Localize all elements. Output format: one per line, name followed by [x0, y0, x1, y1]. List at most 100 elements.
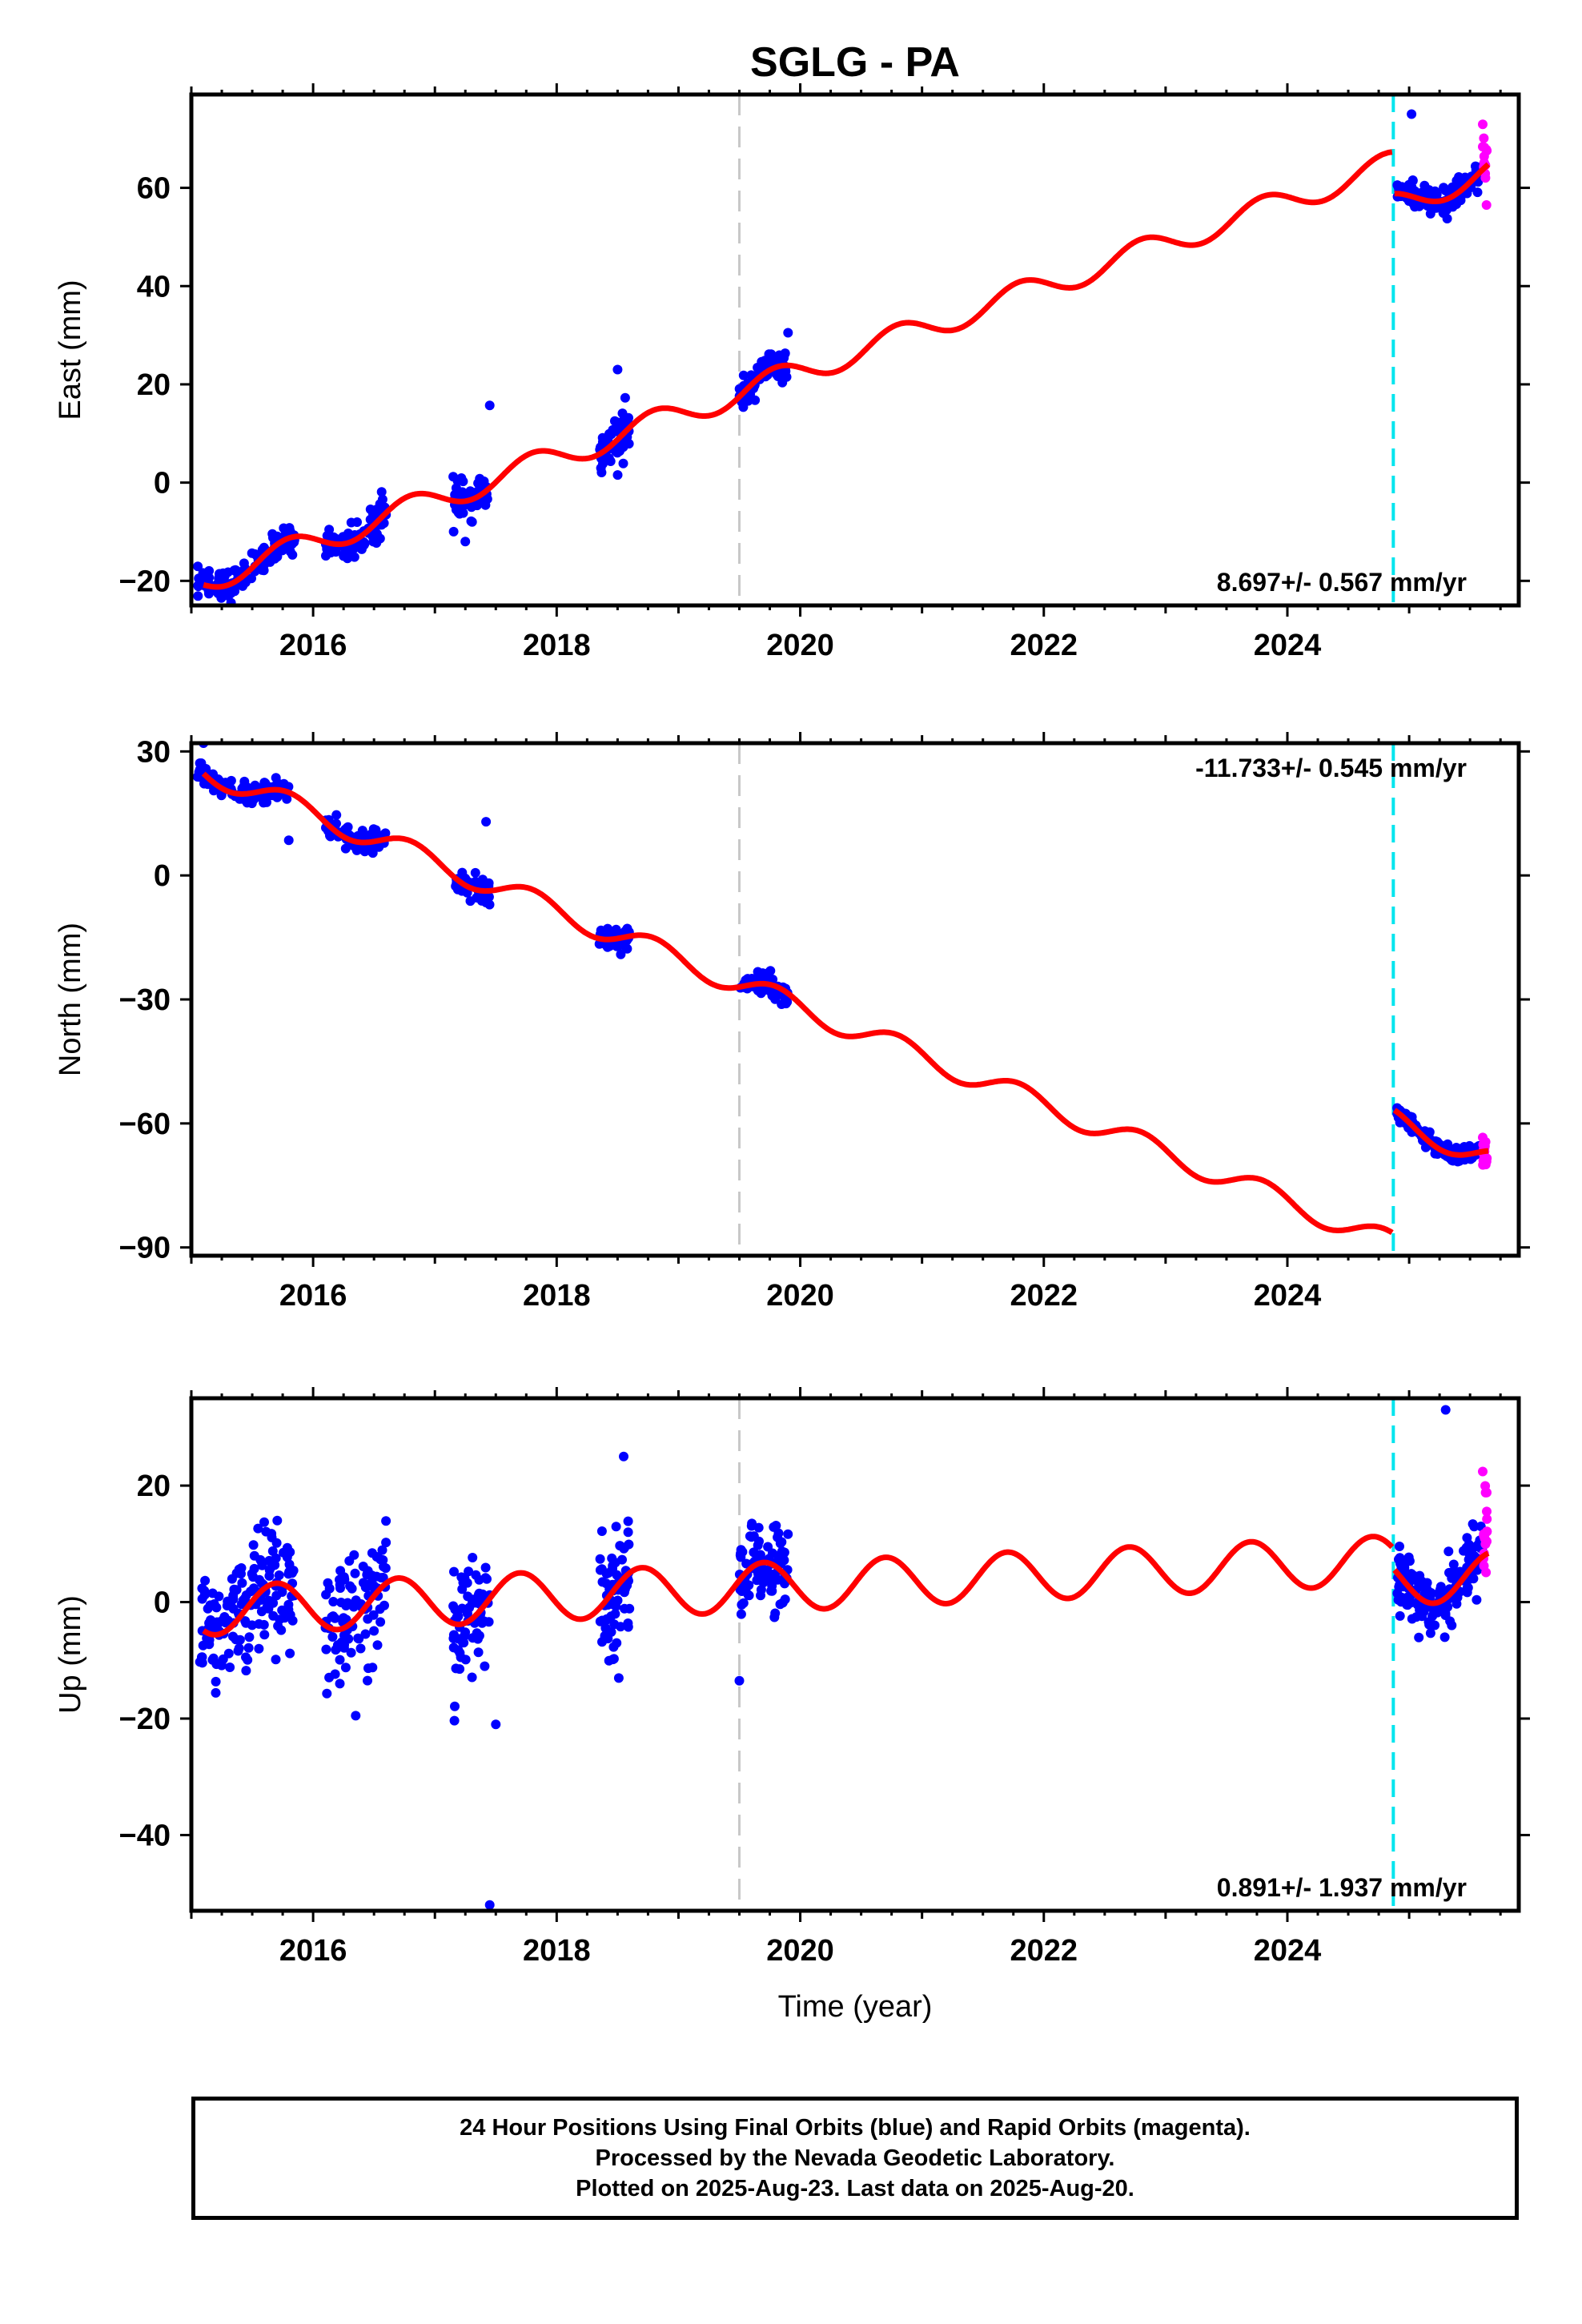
data-point-blue: [375, 1604, 385, 1614]
data-point-outlier: [484, 400, 495, 411]
data-point-magenta: [1478, 1156, 1488, 1166]
data-point-blue: [1442, 214, 1452, 223]
data-point-blue: [757, 968, 768, 979]
data-point-blue: [467, 517, 477, 527]
data-point-blue: [1395, 1558, 1405, 1569]
y-tick-label: −20: [119, 1703, 171, 1736]
data-point-blue: [331, 810, 342, 820]
data-point-blue: [777, 1546, 787, 1557]
data-point-blue: [348, 1602, 359, 1612]
data-point-blue: [352, 517, 362, 527]
y-tick-label: −40: [119, 1819, 171, 1852]
data-point-blue: [610, 1609, 620, 1619]
data-point-blue: [1452, 199, 1462, 209]
data-point-blue: [259, 1517, 269, 1527]
y-tick-label: 60: [137, 172, 171, 206]
data-point-blue: [619, 412, 629, 423]
data-point-blue: [342, 532, 352, 542]
data-point-outlier: [484, 1900, 495, 1910]
data-point-blue: [357, 826, 367, 836]
data-point-blue: [619, 1587, 629, 1598]
data-point-blue: [753, 1522, 764, 1533]
x-axis-label: Time (year): [778, 1990, 933, 2024]
data-point-blue: [339, 1635, 350, 1646]
data-point-blue: [1452, 1156, 1463, 1167]
data-point-blue: [199, 1590, 210, 1600]
y-tick-label: 0: [154, 467, 171, 501]
data-point-blue: [623, 1516, 633, 1526]
data-point-blue: [253, 1523, 263, 1534]
data-point-blue: [775, 356, 785, 366]
data-point-blue: [743, 1580, 753, 1590]
data-point-blue: [276, 1625, 287, 1635]
data-point-blue: [611, 1522, 621, 1532]
y-tick-label: 40: [137, 270, 171, 304]
data-point-blue: [611, 1601, 621, 1611]
data-point-blue: [369, 1626, 379, 1636]
data-point-blue: [340, 824, 351, 834]
y-tick-label: −90: [119, 1232, 171, 1265]
data-point-blue: [455, 1664, 465, 1675]
y-tick-label: −20: [119, 565, 171, 598]
model-fit-line-0: [202, 1534, 1395, 1638]
data-point-blue: [600, 1623, 611, 1633]
data-point-blue: [448, 472, 459, 482]
data-point-blue: [468, 1553, 478, 1562]
data-point-blue: [1468, 1519, 1478, 1530]
data-point-blue: [226, 588, 236, 598]
data-point-blue: [608, 424, 618, 435]
data-point-blue: [612, 1638, 622, 1648]
data-point-blue: [612, 470, 623, 480]
data-point-blue: [259, 1619, 269, 1630]
data-point-blue: [375, 1617, 386, 1627]
model-fit-line-1: [1392, 162, 1491, 204]
data-point-blue: [616, 949, 626, 959]
data-point-blue: [240, 1593, 250, 1603]
data-point-blue: [601, 1614, 612, 1624]
data-point-blue: [480, 1616, 490, 1626]
data-point-blue: [254, 1643, 264, 1654]
data-point-blue: [239, 782, 249, 792]
data-point-blue: [766, 1586, 777, 1596]
data-point-blue: [467, 1672, 477, 1683]
data-point-blue: [262, 797, 271, 807]
data-point-magenta: [1478, 119, 1488, 130]
data-point-blue: [223, 1648, 234, 1659]
data-point-blue: [355, 539, 366, 549]
data-point-blue: [271, 1655, 281, 1665]
data-point-blue: [1395, 1542, 1404, 1551]
data-point-blue: [763, 1542, 773, 1552]
data-point-blue: [322, 1688, 332, 1699]
data-point-blue: [1422, 1578, 1432, 1588]
data-point-blue: [360, 1629, 371, 1639]
data-point-outlier: [351, 1711, 361, 1721]
data-point-outlier: [460, 537, 471, 547]
data-point-blue: [363, 1675, 372, 1686]
panel-east: 2016 2018 2020 2022 2024 −20 0 20 40 60 East (mm) 8…: [54, 83, 1530, 662]
data-point-blue: [241, 1618, 251, 1628]
x-tick-label: 2020: [766, 1934, 834, 1968]
data-point-blue: [450, 1701, 460, 1711]
x-tick-label: 2022: [1010, 1279, 1078, 1313]
panel-up: 2016 2018 2020 2022 2024 −40 −20 0 20 Up (mm) 0.89…: [54, 1387, 1530, 1968]
data-point-blue: [609, 416, 620, 426]
x-tick-label: 2016: [279, 1279, 347, 1313]
data-point-blue: [605, 456, 616, 466]
data-point-blue: [735, 1585, 745, 1595]
data-point-blue: [271, 1553, 281, 1563]
data-point-blue: [460, 1655, 471, 1665]
data-point-blue: [1472, 187, 1483, 198]
data-point-blue: [335, 1574, 344, 1585]
data-point-blue: [480, 1562, 491, 1573]
data-point-blue: [450, 489, 460, 500]
data-point-blue: [346, 1647, 356, 1658]
x-tick-label: 2020: [766, 629, 834, 662]
data-point-blue: [448, 1630, 459, 1640]
data-point-blue: [464, 1602, 475, 1613]
data-point-blue: [457, 1603, 468, 1614]
data-point-blue: [221, 1618, 231, 1628]
data-point-blue: [482, 879, 492, 890]
data-point-blue: [285, 1648, 295, 1659]
data-point-blue: [1447, 1573, 1457, 1583]
data-point-blue: [470, 867, 480, 878]
